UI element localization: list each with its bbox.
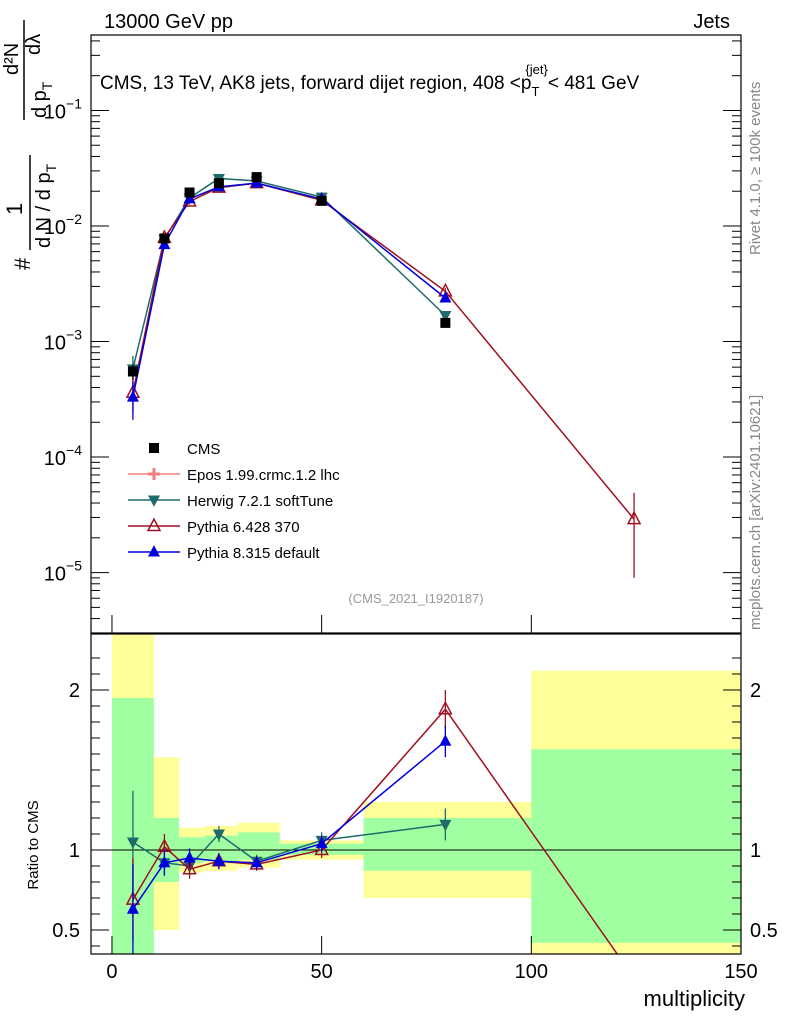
pythia8-main-point-0 xyxy=(126,390,139,402)
ratio-y-tick-label-right-2: 2 xyxy=(750,680,761,702)
ylabel-dlam: dλ xyxy=(23,34,45,55)
main-frame xyxy=(90,34,742,634)
pythia6-main-point-7 xyxy=(626,510,642,525)
ratio-y-tick-label-right-0: 0.5 xyxy=(750,920,778,942)
herwig-ratio-point-0 xyxy=(126,837,139,849)
cms-main-point-4 xyxy=(251,172,262,183)
pythia8-main-point-2 xyxy=(183,191,196,204)
main-y-tick-label-2: 10−3 xyxy=(44,327,82,355)
pythia6-ratio-point-2 xyxy=(182,860,197,875)
pythia8-ratio-point-4 xyxy=(250,855,263,868)
pythia8-ratio-point-5 xyxy=(315,836,328,849)
analysis-id: (CMS_2021_I1920187) xyxy=(348,591,483,606)
ylabel-d2n: d²N xyxy=(1,43,23,75)
legend-marker-pythia8 xyxy=(148,545,160,557)
cms-main-point-7 xyxy=(631,646,641,656)
arxiv-label: mcplots.cern.ch [arXiv:2401.10621] xyxy=(747,395,764,630)
main-y-tick-label-4: 10−5 xyxy=(44,558,82,586)
header-process: 13000 GeV pp xyxy=(104,11,233,33)
legend-marker-pythia6 xyxy=(146,517,162,532)
ratio-bands xyxy=(111,634,741,954)
herwig-main-point-6 xyxy=(439,310,452,323)
title-sub: T xyxy=(531,84,539,99)
ratio-y-tick-label-right-1: 1 xyxy=(750,840,761,862)
ratio-y-tick-label-left-2: 2 xyxy=(69,680,80,702)
pythia8-main-line xyxy=(132,182,446,398)
pythia6-ratio-point-5 xyxy=(314,841,329,856)
legend-label-herwig: Herwig 7.2.1 softTune xyxy=(187,493,333,510)
main-series-layer xyxy=(125,172,642,656)
pythia6-ratio-point-7 xyxy=(628,971,640,982)
cms-main-point-2 xyxy=(184,187,195,198)
legend-label-cms: CMS xyxy=(187,441,220,458)
rivet-label: Rivet 4.1.0, ≥ 100k events xyxy=(747,82,764,255)
main-y-tick-label-3: 10−4 xyxy=(44,442,82,470)
ratio-series-layer xyxy=(91,690,741,982)
ylabel-dn: d N / d pT xyxy=(33,163,59,248)
title-sup: {jet} xyxy=(525,62,548,77)
ratio-band-inner-7 xyxy=(531,749,741,943)
pythia8-ratio-point-6 xyxy=(439,734,452,746)
cms-main-point-1 xyxy=(159,233,170,244)
cms-main-point-3 xyxy=(213,178,224,189)
x-axis-label: multiplicity xyxy=(644,986,745,1011)
cms-main-point-0 xyxy=(127,366,138,377)
title-end: < 481 GeV xyxy=(548,73,640,94)
x-tick-label-0: 0 xyxy=(106,961,117,983)
x-tick-label-1: 50 xyxy=(311,961,333,983)
ratio-frame xyxy=(90,633,742,955)
cms-main-point-5 xyxy=(316,195,327,206)
header-observable: Jets xyxy=(693,11,730,33)
legend-label-pythia6: Pythia 6.428 370 xyxy=(187,519,300,536)
ylabel-one: 1 xyxy=(2,203,27,215)
ratio-plot-area xyxy=(91,690,741,982)
pythia8-ratio-point-2 xyxy=(183,851,196,863)
pythia8-ratio-point-0 xyxy=(126,902,139,914)
ylabel-hash-left: # xyxy=(10,257,35,270)
legend: CMS Epos 1.99.crmc.1.2 lhc Herwig 7.2.1 so… xyxy=(128,441,340,562)
plot-title: CMS, 13 TeV, AK8 jets, forward dijet reg… xyxy=(100,62,640,99)
ratio-y-tick-label-left-1: 1 xyxy=(69,840,80,862)
pythia8-ratio-point-3 xyxy=(212,854,225,866)
main-y-tick-label-0: 10−1 xyxy=(44,95,82,123)
x-tick-label-3: 150 xyxy=(724,961,757,983)
cms-main-point-6 xyxy=(440,317,451,328)
main-plot-area xyxy=(125,172,642,656)
pythia6-ratio-point-6 xyxy=(438,700,453,715)
pythia8-main-point-6 xyxy=(439,291,452,303)
herwig-ratio-point-6 xyxy=(439,819,452,832)
legend-label-pythia8: Pythia 8.315 default xyxy=(187,545,320,562)
title-main: CMS, 13 TeV, AK8 jets, forward dijet reg… xyxy=(100,73,531,94)
legend-marker-epos xyxy=(148,468,160,480)
herwig-ratio-point-3 xyxy=(212,829,225,841)
main-y-label: # 1 d N / d pT # d²N d pT dλ xyxy=(0,20,59,270)
legend-marker-herwig xyxy=(148,495,160,507)
legend-label-epos: Epos 1.99.crmc.1.2 lhc xyxy=(187,467,340,484)
x-tick-label-2: 100 xyxy=(515,961,548,983)
ratio-y-label: Ratio to CMS xyxy=(25,800,42,889)
axes: 0 50 100 150 10−1 10−2 10−3 10−4 10−5 0.5 0.5 1 1 2 2 xyxy=(44,34,778,983)
herwig-main-line xyxy=(132,177,446,370)
legend-marker-cms xyxy=(149,443,159,453)
pythia8-ratio-point-1 xyxy=(158,855,171,868)
ratio-band-inner-4 xyxy=(237,832,280,860)
ylabel-dpt: d pT xyxy=(29,81,55,118)
main-y-tick-label-1: 10−2 xyxy=(44,211,82,239)
ratio-y-tick-label-left-0: 0.5 xyxy=(52,920,80,942)
pythia6-ratio-line xyxy=(132,707,619,954)
ylabel-hash-mid: # xyxy=(0,127,5,140)
